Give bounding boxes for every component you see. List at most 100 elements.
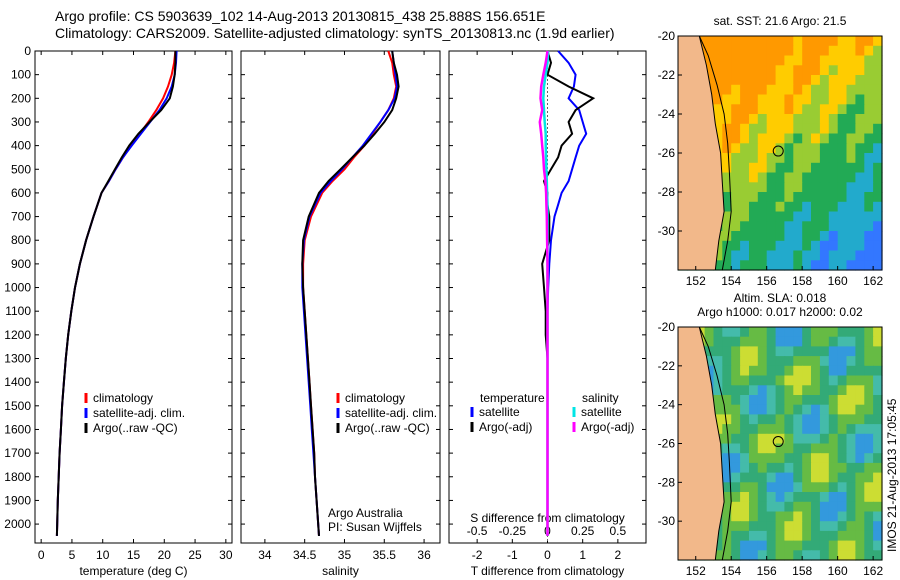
map-cell: [837, 482, 848, 493]
map-cell: [713, 365, 723, 377]
map-cell: [757, 336, 768, 347]
map-cell: [819, 472, 830, 483]
map-cell: [819, 143, 830, 154]
map-cell: [846, 521, 856, 532]
map-cell: [837, 365, 848, 377]
map-cell: [793, 84, 803, 96]
map-cell: [740, 240, 750, 252]
map-cell: [740, 327, 750, 338]
map-cell: [757, 414, 768, 425]
map-cell: [802, 424, 812, 435]
map-cell: [802, 153, 812, 164]
map-cell: [784, 133, 794, 144]
map-y-tick-label: -20: [658, 320, 676, 334]
map-cell: [811, 424, 821, 435]
map-cell: [855, 356, 865, 367]
map-cell: [846, 462, 856, 474]
map-cell: [819, 201, 830, 213]
map-cell: [864, 540, 874, 551]
map-cell: [784, 201, 794, 213]
map-cell: [837, 250, 848, 261]
sst_map: 152 154 156 158 160 162 -20 -22 -24 -26 -28 -30: [658, 29, 884, 288]
map-cell: [819, 133, 830, 144]
map-cell: [793, 356, 803, 367]
map-cell: [749, 501, 759, 513]
map-cell: [793, 240, 803, 252]
map-cell: [873, 211, 883, 222]
map-cell: [722, 356, 732, 367]
map-cell: [766, 240, 777, 252]
map-cell: [864, 260, 874, 271]
y-tick-label: 1100: [5, 304, 31, 318]
map-cell: [713, 36, 723, 47]
map-cell: [802, 385, 812, 396]
legend-label: satellite: [479, 405, 520, 419]
map-x-tick-label: 156: [757, 564, 777, 578]
map-cell: [793, 395, 803, 406]
map-cell: [749, 250, 759, 261]
map-cell: [749, 385, 759, 396]
map-cell: [828, 260, 839, 271]
legend-label: climatology: [345, 391, 405, 405]
map-cell: [855, 75, 865, 86]
map-cell: [802, 84, 812, 96]
x-tick-label: 1: [579, 548, 586, 562]
map-cell: [731, 462, 741, 474]
map-cell: [819, 221, 830, 232]
map-cell: [757, 240, 768, 252]
map-cell: [722, 414, 732, 425]
map-cell: [837, 201, 848, 213]
map-cell: [819, 346, 830, 357]
map-cell: [819, 153, 830, 164]
map-cell: [819, 501, 830, 513]
map-cell: [775, 250, 786, 261]
s-tick-label: -0.5: [467, 524, 488, 538]
map-cell: [864, 365, 874, 377]
map-cell: [855, 221, 865, 232]
map-cell: [766, 375, 777, 386]
map-cell: [846, 75, 856, 86]
map-cell: [873, 221, 883, 232]
map-cell: [846, 192, 856, 203]
map-cell: [811, 182, 821, 193]
map-cell: [784, 530, 794, 542]
map-cell: [749, 404, 759, 415]
map-cell: [766, 114, 777, 125]
map-cell: [793, 521, 803, 532]
map-cell: [713, 385, 723, 396]
map-cell: [757, 231, 768, 242]
map-cell: [731, 114, 741, 125]
map-cell: [766, 492, 777, 503]
map-cell: [784, 356, 794, 367]
map-cell: [828, 395, 839, 406]
map-cell: [864, 123, 874, 135]
map-cell: [837, 104, 848, 115]
map-cell: [811, 375, 821, 386]
s-tick-label: 0.25: [571, 524, 595, 538]
map-cell: [837, 55, 848, 66]
map-cell: [713, 250, 723, 261]
map-cell: [846, 133, 856, 144]
map-cell: [793, 201, 803, 213]
series-line-s-argo-adj-: [538, 50, 549, 536]
map-cell: [811, 94, 821, 105]
map-cell: [722, 521, 732, 532]
map-cell: [864, 211, 874, 222]
map-cell: [766, 55, 777, 66]
map-cell: [819, 36, 830, 47]
map-cell: [793, 36, 803, 47]
map-cell: [802, 201, 812, 213]
map-cell: [757, 424, 768, 435]
map-cell: [819, 365, 830, 377]
map-cell: [731, 123, 741, 135]
map-cell: [828, 123, 839, 135]
map-cell: [749, 172, 759, 183]
map-cell: [775, 260, 786, 271]
map-cell: [722, 260, 732, 271]
map-cell: [793, 365, 803, 377]
map-cell: [766, 36, 777, 47]
map-cell: [873, 172, 883, 183]
map-cell: [811, 395, 821, 406]
map-cell: [775, 36, 786, 47]
map-cell: [731, 231, 741, 242]
